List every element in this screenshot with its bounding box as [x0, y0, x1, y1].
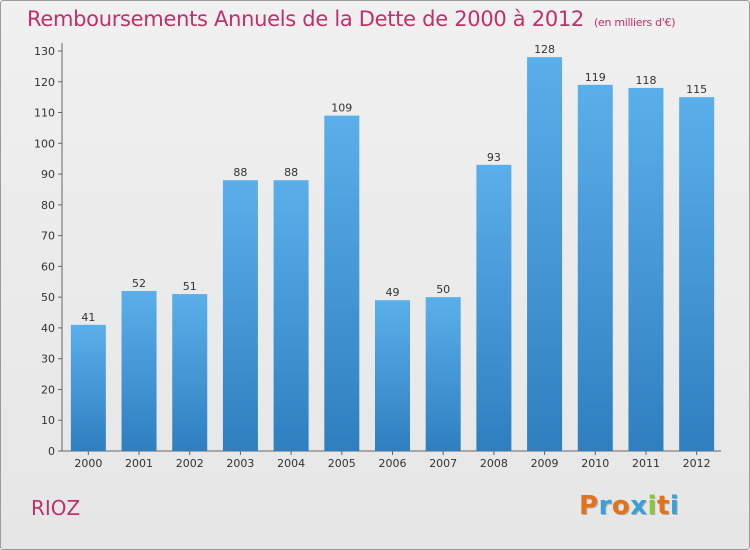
bar: [476, 164, 512, 451]
bar-value-label: 93: [487, 151, 501, 164]
commune-name: RIOZ: [31, 496, 81, 520]
x-tick-label: 2000: [74, 457, 102, 470]
x-tick-label: 2005: [328, 457, 356, 470]
logo-letter: P: [579, 491, 599, 521]
y-tick-label: 90: [41, 168, 55, 181]
y-tick-label: 10: [41, 414, 55, 427]
bar-value-label: 109: [331, 102, 352, 115]
bar: [70, 324, 106, 451]
logo-letter: i: [669, 491, 680, 521]
bar-value-label: 49: [386, 286, 400, 299]
logo-letter: i: [647, 491, 657, 521]
y-tick-label: 40: [41, 322, 55, 335]
bar: [222, 180, 258, 451]
y-tick-label: 20: [41, 383, 55, 396]
x-tick-label: 2012: [683, 457, 711, 470]
y-tick-label: 130: [34, 45, 55, 58]
y-tick-label: 30: [41, 353, 55, 366]
bar: [527, 57, 563, 452]
x-tick-label: 2007: [429, 457, 457, 470]
x-tick-label: 2011: [632, 457, 660, 470]
y-tick-label: 110: [34, 107, 55, 120]
bar-value-label: 50: [436, 283, 450, 296]
chart-title: Remboursements Annuels de la Dette de 20…: [27, 7, 675, 31]
logo-letter: x: [630, 491, 648, 521]
bar-value-label: 51: [183, 280, 197, 293]
bar: [679, 97, 715, 452]
x-tick-label: 2004: [277, 457, 305, 470]
bar-value-label: 41: [81, 311, 95, 324]
bar: [375, 300, 410, 451]
chart-title-text: Remboursements Annuels de la Dette de 20…: [27, 7, 584, 31]
bar: [121, 291, 157, 451]
x-tick-label: 2008: [480, 457, 508, 470]
proxiti-logo: Proxiti: [579, 491, 679, 521]
x-tick-label: 2001: [125, 457, 153, 470]
y-tick-label: 100: [34, 137, 55, 150]
bar-value-label: 88: [284, 166, 298, 179]
y-tick-label: 0: [48, 445, 55, 458]
bar-value-label: 52: [132, 277, 146, 290]
logo-letter: r: [598, 491, 612, 521]
bar: [628, 87, 664, 451]
logo-letter: o: [611, 491, 631, 521]
x-tick-label: 2006: [379, 457, 407, 470]
x-tick-label: 2010: [581, 457, 609, 470]
logo-letter: t: [656, 491, 670, 521]
bar-value-label: 128: [534, 43, 555, 56]
y-tick-label: 70: [41, 230, 55, 243]
y-tick-label: 60: [41, 260, 55, 273]
bar-value-label: 88: [233, 166, 247, 179]
bar-value-label: 118: [635, 74, 656, 87]
y-tick-label: 50: [41, 291, 55, 304]
x-tick-label: 2002: [176, 457, 204, 470]
x-tick-label: 2009: [531, 457, 559, 470]
y-tick-label: 120: [34, 76, 55, 89]
y-tick-label: 80: [41, 199, 55, 212]
bar: [273, 180, 309, 451]
bar-value-label: 115: [686, 83, 707, 96]
x-tick-label: 2003: [226, 457, 254, 470]
bar: [577, 84, 613, 451]
chart-subtitle: (en milliers d'€): [594, 16, 676, 29]
bar: [324, 115, 360, 451]
bar-value-label: 119: [585, 71, 606, 84]
bar: [425, 297, 461, 451]
bar: [172, 294, 208, 451]
